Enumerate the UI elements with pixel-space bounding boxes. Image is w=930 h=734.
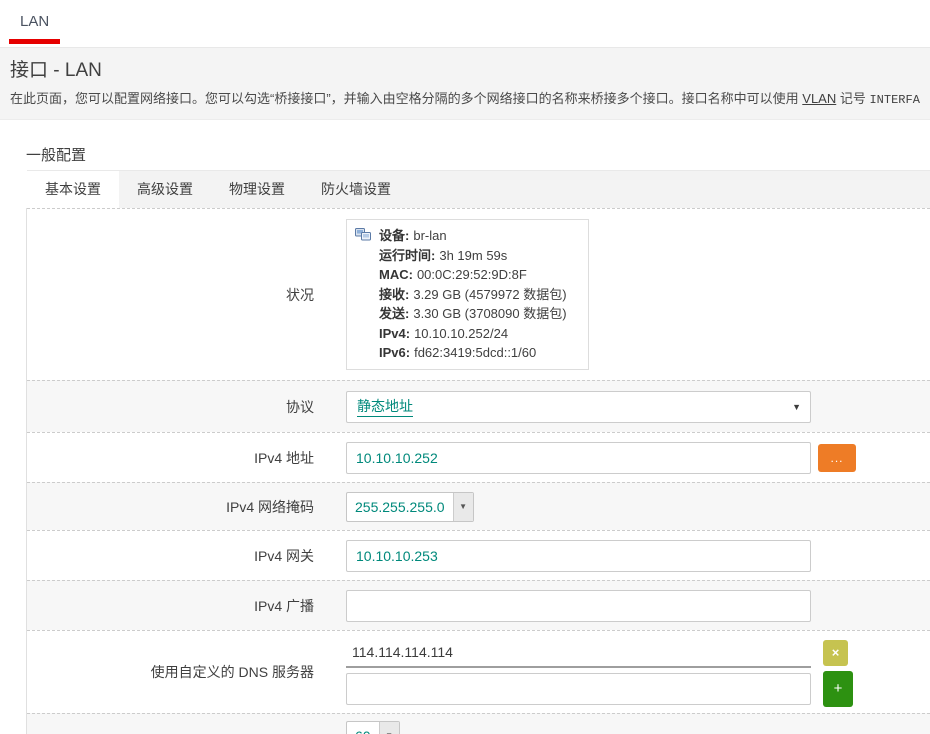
status-box: 设备: br-lan 运行时间: 3h 19m 59s MAC: 00:0C:29:5… <box>346 219 589 370</box>
tab-advanced-settings[interactable]: 高级设置 <box>137 181 193 197</box>
status-mac: MAC: 00:0C:29:52:9D:8F <box>379 267 527 283</box>
ipv4-gateway-input[interactable] <box>346 539 811 572</box>
protocol-row: 协议 静态地址 ▼ <box>27 380 930 432</box>
combo-arrow-icon: ▼ <box>452 492 473 521</box>
ipv4-netmask-label: IPv4 网络掩码 <box>226 498 314 515</box>
dns-entry[interactable]: 114.114.114.114 <box>346 638 811 668</box>
active-tab-indicator <box>9 39 60 44</box>
combo-arrow-icon: ▼ <box>378 722 399 734</box>
section-legend: 一般配置 <box>26 147 87 164</box>
protocol-select[interactable]: 静态地址 ▼ <box>346 390 811 423</box>
page-description: 在此页面，您可以配置网络接口。您可以勾选“桥接接口”，并输入由空格分隔的多个网络… <box>10 91 920 108</box>
ipv4-gateway-row: IPv4 网关 <box>27 530 930 580</box>
status-label: 状况 <box>286 286 314 303</box>
bottom-partial-value: 60 <box>347 722 379 734</box>
ipv4-broadcast-input[interactable] <box>346 589 811 622</box>
status-device: 设备: br-lan <box>379 228 447 244</box>
dns-remove-button[interactable]: × <box>823 639 848 666</box>
status-uptime: 运行时间: 3h 19m 59s <box>379 247 508 263</box>
tab-lan[interactable]: LAN <box>20 13 49 30</box>
ipv4-address-more-button[interactable]: ... <box>818 443 856 472</box>
description-text-before: 在此页面，您可以配置网络接口。您可以勾选“桥接接口”，并输入由空格分隔的多个网络… <box>10 91 803 106</box>
ipv4-broadcast-label: IPv4 广播 <box>254 597 314 614</box>
bottom-partial-combo[interactable]: 60 ▼ <box>346 721 400 734</box>
tab-lan-label: LAN <box>20 13 50 30</box>
bridge-icon <box>355 228 372 248</box>
dns-row: 使用自定义的 DNS 服务器 114.114.114.114 × + <box>27 630 930 713</box>
dns-add-button[interactable]: + <box>823 670 853 707</box>
page-header: 接口 - LAN 在此页面，您可以配置网络接口。您可以勾选“桥接接口”，并输入由… <box>0 47 930 120</box>
ipv4-netmask-row: IPv4 网络掩码 255.255.255.0 ▼ <box>27 482 930 530</box>
description-text-after: 记号 <box>836 91 870 106</box>
dns-label: 使用自定义的 DNS 服务器 <box>150 664 314 680</box>
dns-new-input[interactable] <box>346 672 811 705</box>
vlan-link[interactable]: VLAN <box>802 91 837 106</box>
status-tx: 发送: 3.30 GB (3708090 数据包) <box>379 306 567 322</box>
settings-tab-bar: 基本设置 高级设置 物理设置 防火墙设置 <box>27 170 930 208</box>
ipv4-address-label: IPv4 地址 <box>254 449 314 466</box>
ipv4-broadcast-row: IPv4 广播 <box>27 580 930 630</box>
tab-physical-settings[interactable]: 物理设置 <box>229 181 285 197</box>
form-content: 状况 设备: br-lan 运行时间: 3h 19m 59s MAC: 00:0C:2… <box>26 208 930 734</box>
status-ipv6: IPv6: fd62:3419:5dcd::1/60 <box>379 345 537 361</box>
ipv4-gateway-label: IPv4 网关 <box>254 547 314 564</box>
ipv4-netmask-combo[interactable]: 255.255.255.0 ▼ <box>346 491 474 522</box>
bottom-partial-row: 60 ▼ <box>27 713 930 734</box>
page-title: 接口 - LAN <box>10 60 102 81</box>
top-tab-bar: LAN <box>0 0 930 47</box>
status-rx: 接收: 3.29 GB (4579972 数据包) <box>379 286 567 302</box>
protocol-selected-value: 静态地址 <box>357 397 413 417</box>
tab-basic-settings[interactable]: 基本设置 <box>27 171 119 208</box>
status-row: 状况 设备: br-lan 运行时间: 3h 19m 59s MAC: 00:0C:2… <box>27 208 930 380</box>
protocol-label: 协议 <box>286 398 314 415</box>
ipv4-netmask-value: 255.255.255.0 <box>355 498 445 515</box>
ipv4-address-row: IPv4 地址 ... <box>27 432 930 482</box>
status-ipv4: IPv4: 10.10.10.252/24 <box>379 325 509 341</box>
ipv4-address-input[interactable] <box>346 441 811 474</box>
chevron-down-icon: ▼ <box>792 401 801 412</box>
interface-token-code: INTERFAC <box>869 93 920 107</box>
tab-firewall-settings[interactable]: 防火墙设置 <box>321 181 391 197</box>
